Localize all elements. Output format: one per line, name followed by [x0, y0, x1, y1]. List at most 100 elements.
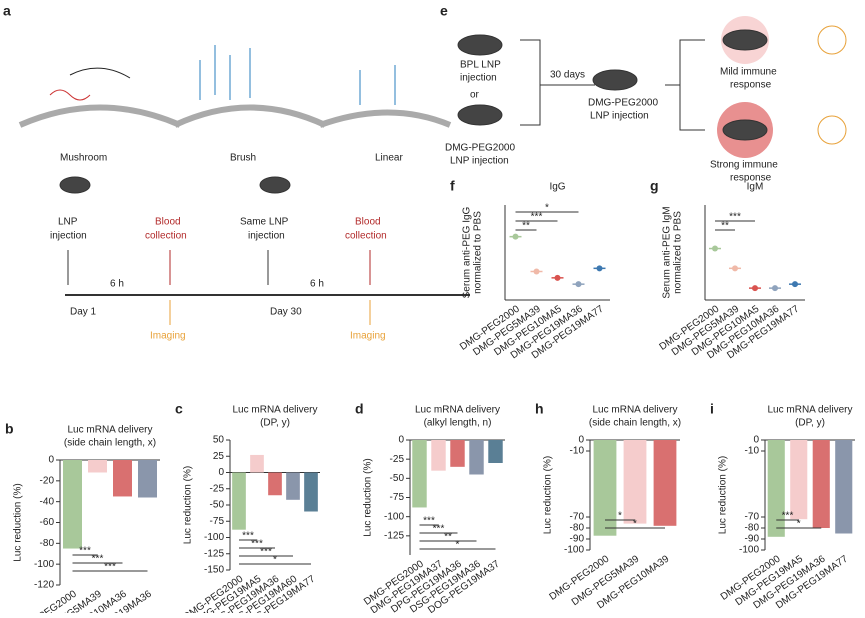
label: Imaging: [150, 331, 186, 342]
label: Blood: [155, 217, 181, 228]
dot: [596, 265, 603, 272]
label: Brush: [230, 153, 256, 164]
y-tick-label: -100: [34, 559, 54, 570]
y-tick-label: -70: [745, 512, 760, 523]
y-tick-label: -80: [40, 538, 55, 549]
panel-label: c: [175, 401, 183, 417]
y-tick-label: -50: [390, 473, 405, 484]
sig-label: **: [721, 221, 729, 232]
y-tick-label: -10: [570, 446, 585, 457]
bar: [138, 460, 157, 498]
polymer: [199, 45, 251, 100]
sig-label: ***: [92, 554, 104, 565]
label: 30 days: [550, 70, 585, 81]
chart-title: Luc mRNA delivery: [592, 405, 677, 416]
bar: [268, 472, 282, 496]
sig-label: *: [618, 511, 622, 522]
label: collection: [145, 231, 187, 242]
bar: [88, 460, 107, 473]
chart-subtitle: (side chain length, x): [64, 438, 156, 449]
dot: [554, 274, 561, 281]
label: injection: [460, 73, 497, 84]
diagram-e: [457, 16, 847, 158]
bar: [113, 460, 132, 497]
sig-label: ***: [782, 511, 794, 522]
label: 6 h: [110, 279, 124, 290]
panel-label: a: [3, 3, 11, 19]
dot: [712, 245, 718, 252]
y-tick-label: -125: [204, 548, 224, 559]
y-axis-label: Serum anti-PEG IgG: [462, 206, 473, 298]
label: Mushroom: [60, 153, 107, 164]
bar: [412, 440, 427, 508]
label: or: [470, 90, 480, 101]
y-tick-label: -100: [384, 511, 404, 522]
label: LNP injection: [590, 111, 649, 122]
arrow: [69, 67, 131, 79]
dot: [792, 281, 798, 288]
y-tick-label: -125: [384, 530, 404, 541]
y-tick-label: -60: [40, 517, 55, 528]
y-tick-label: -80: [745, 523, 760, 534]
sig-label: *: [797, 519, 801, 530]
panel-label: d: [355, 401, 364, 417]
y-tick-label: -75: [210, 516, 225, 527]
label: response: [730, 80, 772, 91]
bar: [790, 440, 808, 520]
y-tick-label: -40: [40, 496, 55, 507]
y-tick-label: -90: [745, 534, 760, 545]
y-tick-label: -100: [204, 532, 224, 543]
y-tick-label: 0: [48, 455, 54, 466]
sig-label: ***: [531, 212, 543, 223]
mouse: [592, 69, 638, 91]
sig-label: ***: [729, 212, 741, 223]
mouse: [722, 119, 768, 141]
bar: [653, 440, 677, 526]
dot: [533, 268, 540, 275]
y-axis-label: Luc reduction (%): [183, 466, 194, 544]
y-tick-label: -100: [564, 545, 584, 556]
y-axis-label: normalized to PBS: [473, 211, 484, 294]
label: collection: [345, 231, 387, 242]
label: LNP injection: [450, 156, 509, 167]
y-tick-label: -120: [34, 580, 54, 591]
sig-label: ***: [242, 531, 254, 542]
label: Day 1: [70, 307, 97, 318]
bar: [63, 460, 82, 549]
label: DMG-PEG2000: [445, 143, 515, 154]
bar: [250, 454, 264, 473]
sig-label: ***: [260, 547, 272, 558]
chart-subtitle: (DP, y): [260, 418, 290, 429]
y-tick-label: -100: [739, 545, 759, 556]
y-tick-label: 50: [213, 435, 225, 446]
label: LNP: [58, 217, 78, 228]
label: Day 30: [270, 307, 302, 318]
y-tick-label: -150: [204, 565, 224, 576]
panel-label: i: [710, 401, 714, 417]
dot: [772, 285, 778, 292]
label: 6 h: [310, 279, 324, 290]
label: injection: [50, 231, 87, 242]
y-tick-label: 0: [578, 435, 584, 446]
sig-label: *: [633, 519, 637, 530]
chart-title: Luc mRNA delivery: [232, 405, 317, 416]
sig-label: ***: [79, 546, 91, 557]
sig-label: *: [273, 555, 277, 566]
membrane: [318, 109, 452, 128]
bar: [812, 440, 830, 528]
mouse: [259, 176, 291, 194]
chart-subtitle: (side chain length, x): [589, 418, 681, 429]
y-tick-label: -20: [40, 475, 55, 486]
arrow: [520, 39, 595, 126]
mouse: [457, 104, 503, 126]
sig-label: *: [545, 203, 549, 214]
label: Same LNP: [240, 217, 289, 228]
y-axis-label: Luc reduction (%): [363, 458, 374, 536]
membrane: [18, 104, 182, 128]
panel-label: b: [5, 421, 14, 437]
bar: [232, 472, 246, 530]
y-tick-label: 0: [753, 435, 759, 446]
chart-title: IgG: [549, 182, 565, 193]
polymer: [359, 65, 396, 105]
